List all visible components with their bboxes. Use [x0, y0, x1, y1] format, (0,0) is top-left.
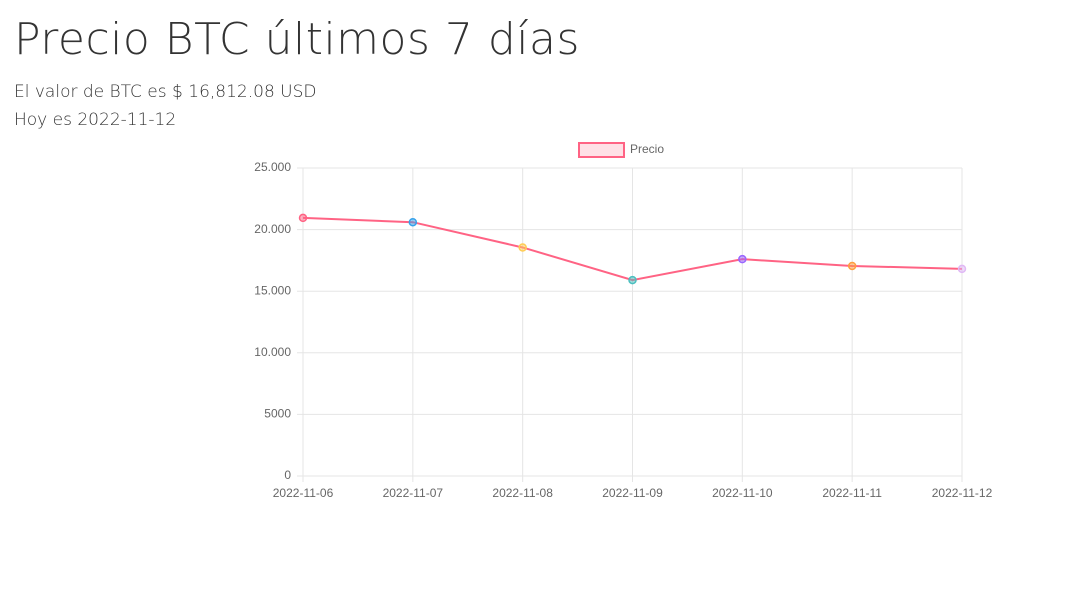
x-tick-label: 2022-11-12 [932, 486, 993, 500]
data-point [628, 275, 637, 285]
legend-label: Precio [630, 142, 664, 156]
y-tick-label: 25.000 [254, 160, 291, 174]
y-tick-label: 5000 [264, 407, 291, 421]
data-point [298, 213, 308, 223]
legend-swatch [578, 142, 625, 158]
date-text: Hoy es 2022-11-12 [14, 110, 177, 130]
data-point [847, 261, 857, 271]
page-title: Precio BTC últimos 7 días [14, 14, 580, 65]
y-tick-label: 0 [284, 468, 291, 482]
data-point [518, 243, 527, 252]
x-tick-label: 2022-11-08 [492, 486, 553, 500]
data-point [957, 264, 967, 274]
x-tick-label: 2022-11-10 [712, 486, 773, 500]
x-tick-label: 2022-11-09 [602, 486, 663, 500]
y-tick-label: 10.000 [254, 345, 291, 359]
y-tick-label: 15.000 [254, 283, 291, 297]
data-point [738, 254, 747, 264]
price-text: El valor de BTC es $ 16,812.08 USD [14, 82, 317, 102]
x-tick-label: 2022-11-06 [273, 486, 334, 500]
x-tick-label: 2022-11-07 [383, 486, 444, 500]
data-point [408, 217, 418, 227]
x-tick-label: 2022-11-11 [822, 486, 882, 500]
y-tick-label: 20.000 [254, 222, 291, 236]
